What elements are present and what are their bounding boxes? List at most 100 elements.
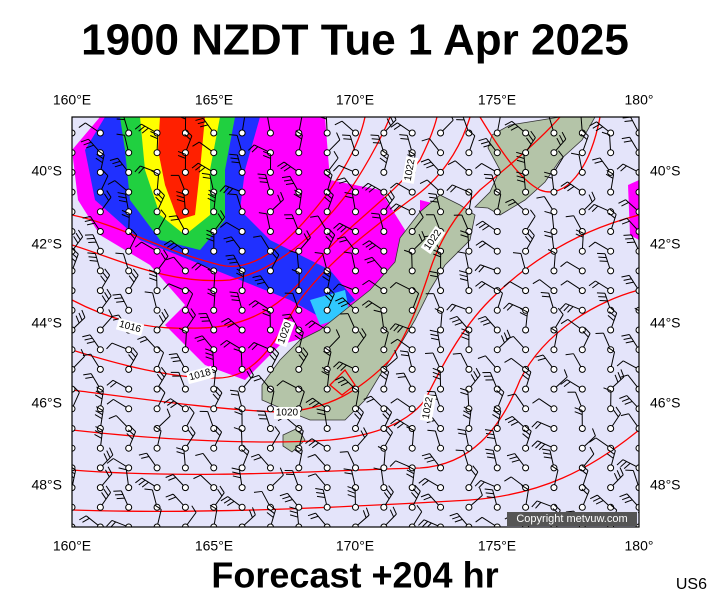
station [267, 445, 273, 451]
station [353, 347, 359, 353]
station [211, 307, 217, 313]
station [154, 445, 160, 451]
barb-feather [343, 139, 351, 140]
station [523, 268, 529, 274]
barb-feather [115, 253, 123, 254]
station [154, 288, 160, 294]
station [551, 406, 557, 412]
station [97, 307, 103, 313]
station [466, 347, 472, 353]
station [154, 307, 160, 313]
station [126, 406, 132, 412]
station [239, 504, 245, 510]
station [494, 504, 500, 510]
lon-label: 175°E [478, 538, 516, 554]
barb-feather [229, 194, 237, 195]
station [126, 130, 132, 136]
station [608, 189, 614, 195]
station [154, 386, 160, 392]
station [126, 288, 132, 294]
station [523, 288, 529, 294]
station [211, 347, 217, 353]
station [324, 130, 330, 136]
lon-label: 170°E [336, 538, 374, 554]
station [608, 130, 614, 136]
station [97, 465, 103, 471]
station [182, 386, 188, 392]
station [381, 485, 387, 491]
barb-feather [456, 450, 464, 451]
lon-label: 160°E [53, 92, 91, 108]
station [466, 288, 472, 294]
station [494, 268, 500, 274]
station [239, 150, 245, 156]
station [381, 268, 387, 274]
station [409, 327, 415, 333]
lon-label: 175°E [478, 92, 516, 108]
lat-label: 44°S [650, 315, 681, 331]
station [494, 209, 500, 215]
lat-label: 46°S [31, 395, 62, 411]
station [523, 386, 529, 392]
station [409, 504, 415, 510]
station [551, 307, 557, 313]
station [409, 366, 415, 372]
station [324, 504, 330, 510]
station [211, 485, 217, 491]
station [381, 189, 387, 195]
lat-label: 48°S [31, 477, 62, 493]
station [126, 248, 132, 254]
station [182, 465, 188, 471]
station [466, 504, 472, 510]
station [438, 209, 444, 215]
station [182, 485, 188, 491]
station [608, 268, 614, 274]
lon-label: 170°E [336, 92, 374, 108]
station [523, 406, 529, 412]
station [239, 288, 245, 294]
lat-label: 42°S [31, 236, 62, 252]
station [579, 169, 585, 175]
station [182, 445, 188, 451]
barb-feather [340, 452, 348, 453]
station [409, 248, 415, 254]
lon-label: 180° [625, 538, 654, 554]
station [608, 229, 614, 235]
station [296, 169, 302, 175]
station [126, 445, 132, 451]
station [182, 189, 188, 195]
station [239, 386, 245, 392]
station [438, 150, 444, 156]
station [97, 268, 103, 274]
station [579, 366, 585, 372]
station [97, 327, 103, 333]
station [494, 130, 500, 136]
station [239, 485, 245, 491]
station [608, 366, 614, 372]
station [154, 406, 160, 412]
station [551, 268, 557, 274]
station [211, 327, 217, 333]
station [154, 465, 160, 471]
station [296, 307, 302, 313]
station [267, 130, 273, 136]
station [296, 465, 302, 471]
station [211, 209, 217, 215]
station [409, 130, 415, 136]
lat-label: 46°S [650, 395, 681, 411]
station [466, 445, 472, 451]
station [324, 426, 330, 432]
station [353, 366, 359, 372]
station [97, 288, 103, 294]
station [267, 366, 273, 372]
station [438, 327, 444, 333]
station [126, 150, 132, 156]
station [126, 307, 132, 313]
station [324, 307, 330, 313]
station [579, 504, 585, 510]
station [154, 347, 160, 353]
station [353, 169, 359, 175]
station [211, 465, 217, 471]
station [239, 189, 245, 195]
station [97, 248, 103, 254]
